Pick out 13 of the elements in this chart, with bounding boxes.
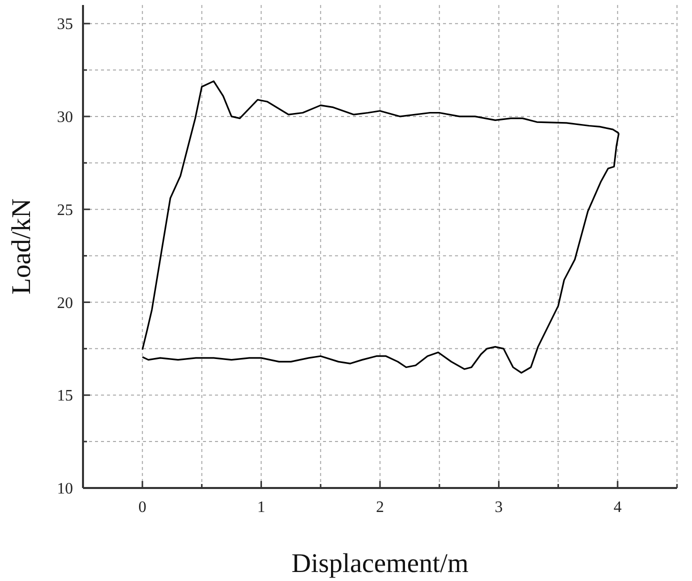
x-tick-label: 4 (614, 499, 622, 516)
y-tick-label: 25 (57, 202, 73, 219)
y-tick-label: 35 (57, 16, 73, 34)
x-tick-label: 0 (138, 499, 146, 516)
x-tick-label: 2 (376, 499, 384, 516)
y-tick-label: 10 (57, 480, 73, 498)
x-tick-label: 3 (494, 499, 503, 516)
y-tick-label: 30 (57, 109, 73, 126)
x-tick-label: 1 (257, 499, 266, 516)
y-tick-label: 20 (57, 294, 73, 312)
y-axis-title: Load/kN (6, 198, 36, 294)
x-axis-title: Displacement/m (292, 548, 468, 578)
y-tick-label: 15 (57, 388, 73, 405)
